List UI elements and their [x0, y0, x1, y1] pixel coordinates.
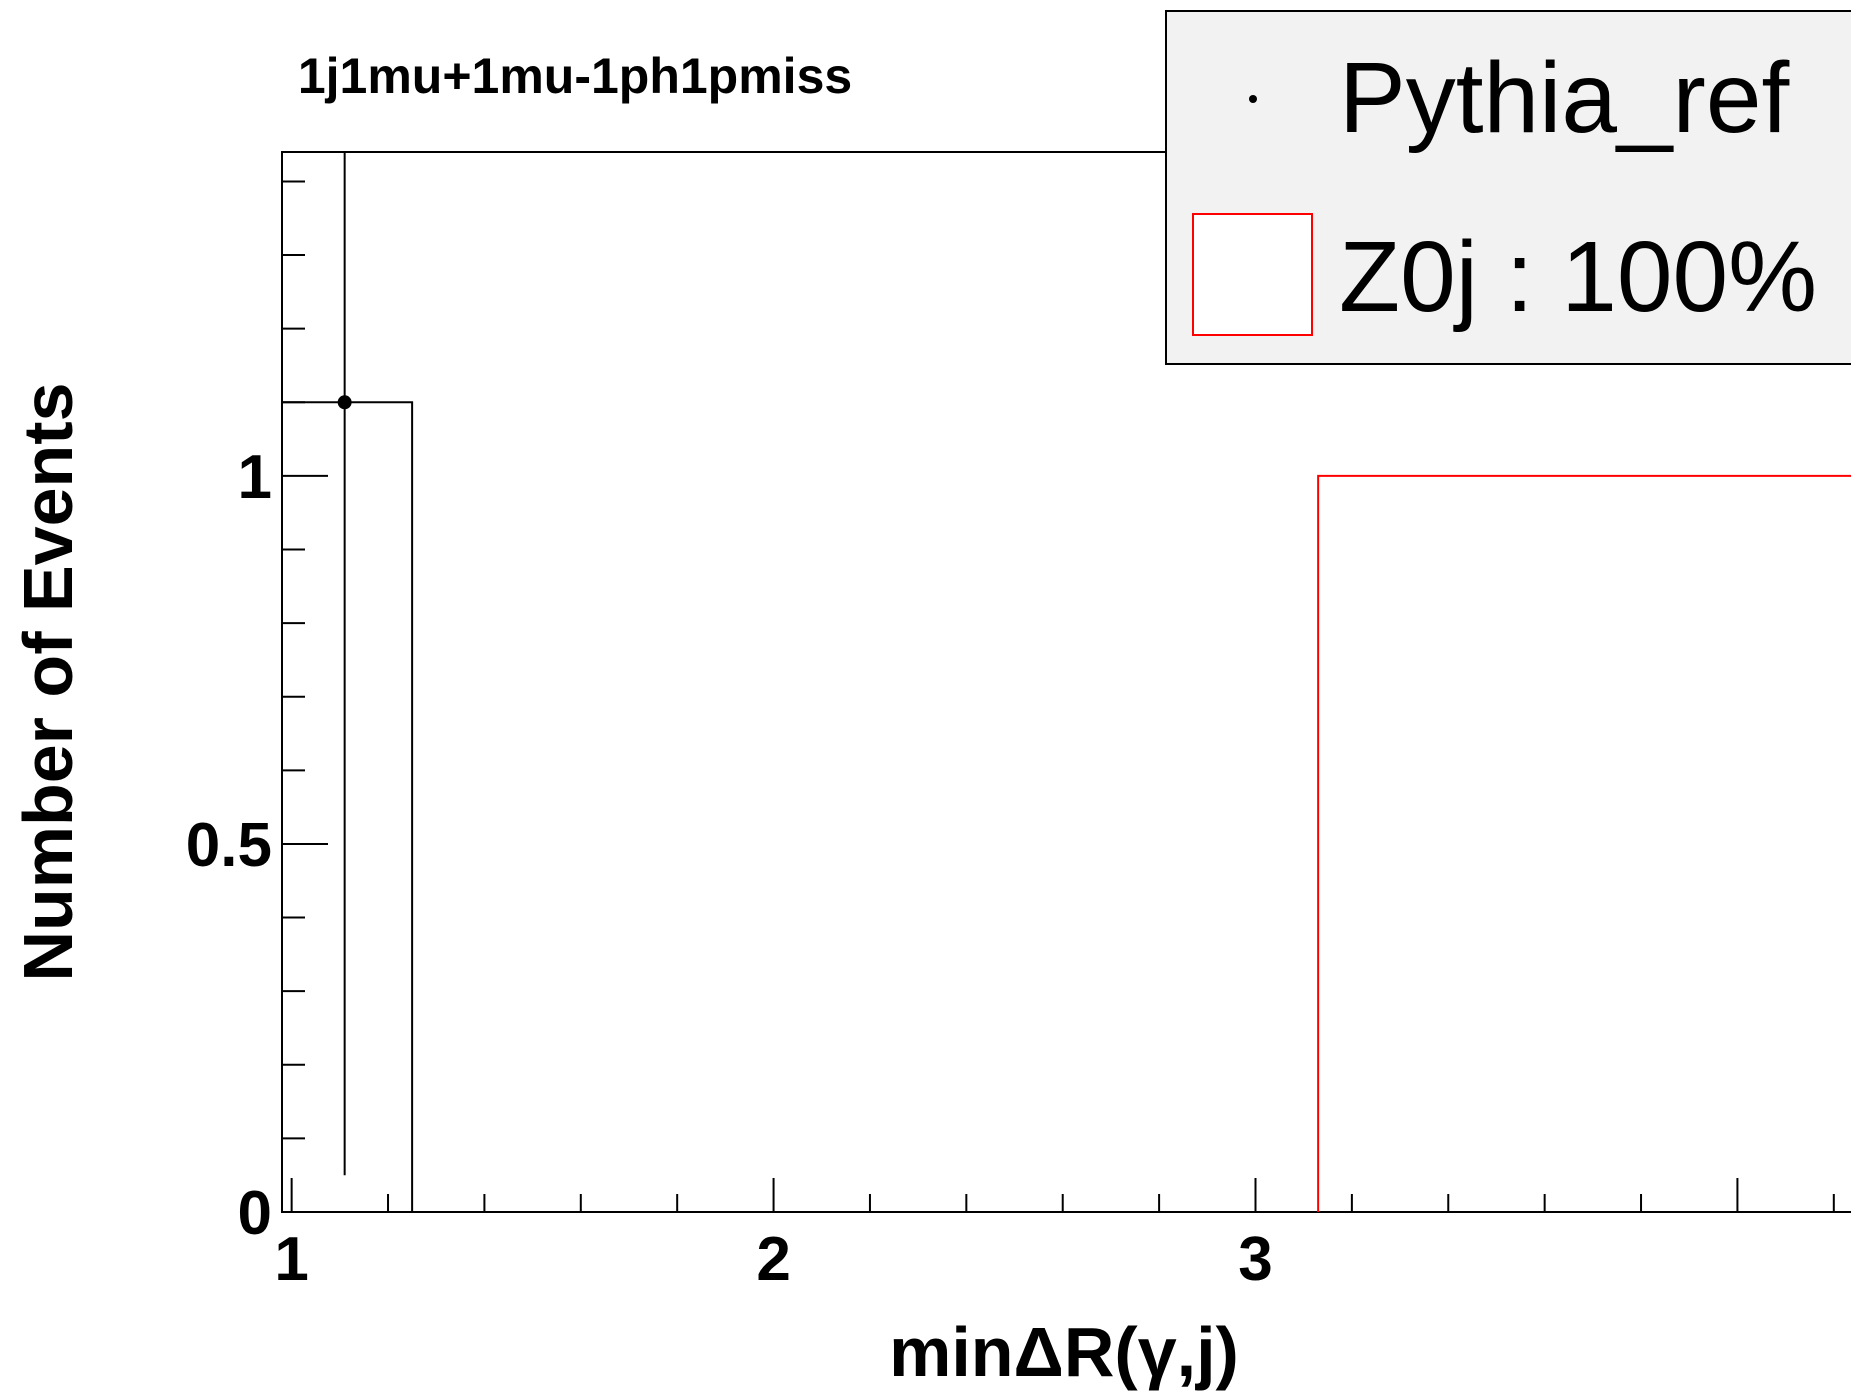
x-tick-label: 2 — [756, 1225, 790, 1294]
y-axis-ticks: 00.51 — [186, 180, 328, 1248]
legend: Pythia_ref Z0j : 100% — [1165, 10, 1851, 365]
x-axis-ticks: 1 2 3 — [274, 1178, 1835, 1294]
x-tick-label: 3 — [1238, 1225, 1272, 1294]
y-axis-label: Number of Events — [9, 383, 87, 982]
chart-title: 1j1mu+1mu-1ph1pmiss — [298, 48, 852, 104]
legend-swatch-z0j — [1192, 213, 1313, 336]
x-axis-label: minΔR(γ,j) — [889, 1313, 1239, 1391]
histogram-bin-series-1 — [1317, 474, 1851, 1212]
legend-label-z0j: Z0j : 100% — [1339, 221, 1817, 333]
legend-marker-pythia-ref — [1249, 95, 1257, 103]
data-point — [337, 395, 352, 410]
histogram-bin-series-0 — [281, 401, 414, 1212]
series-layer — [281, 152, 1851, 1212]
y-tick-label: 1 — [238, 443, 272, 512]
y-tick-label: 0 — [238, 1179, 272, 1248]
y-tick-label: 0.5 — [186, 811, 272, 880]
x-tick-label: 1 — [274, 1225, 308, 1294]
legend-label-pythia-ref: Pythia_ref — [1339, 42, 1789, 154]
